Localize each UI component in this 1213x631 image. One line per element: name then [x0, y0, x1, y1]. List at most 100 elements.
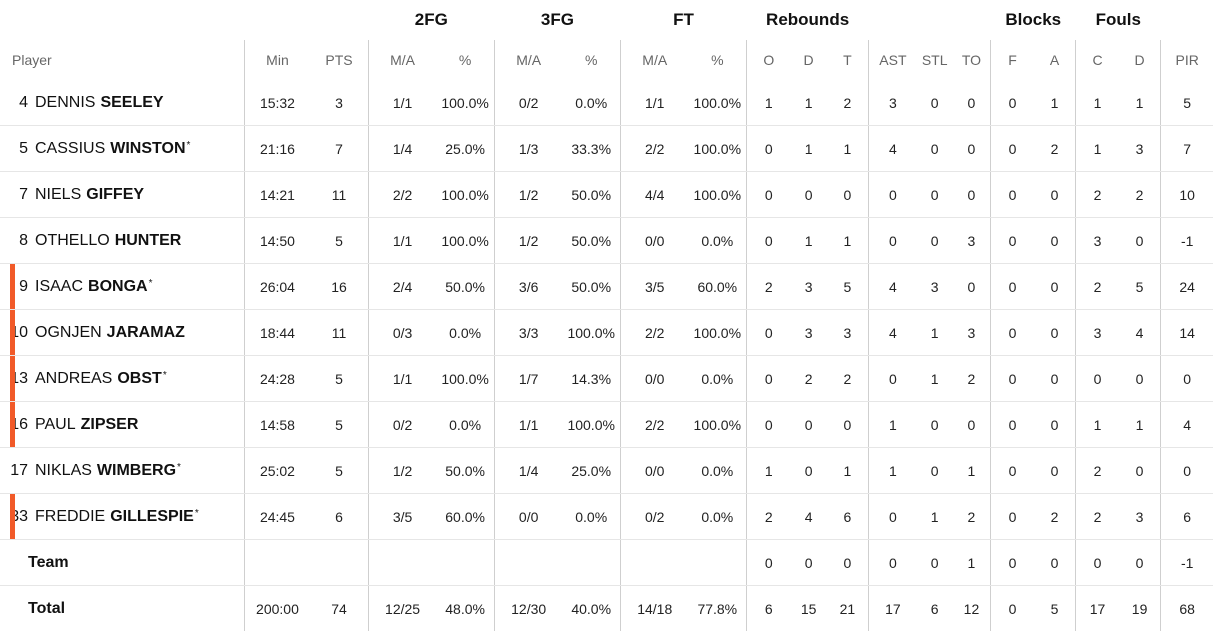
- player-8-stat-1: 14:58: [244, 402, 310, 448]
- team-stat-19: -1: [1161, 540, 1213, 586]
- player-10-stat-7: 0/2: [620, 494, 688, 540]
- player-3-stat-10: 0: [791, 172, 827, 218]
- player-9-stat-19: 0: [1161, 448, 1213, 494]
- player-1-stat-8: 100.0%: [689, 80, 747, 126]
- player-1-stat-3: 1/1: [368, 80, 436, 126]
- player-8-stat-4: 0.0%: [436, 402, 494, 448]
- total-stat-7: 14/18: [620, 586, 688, 631]
- starter-indicator-bar: [10, 310, 15, 355]
- player-10-stat-13: 1: [917, 494, 953, 540]
- player-3-stat-2: 11: [310, 172, 368, 218]
- player-8-stat-3: 0/2: [368, 402, 436, 448]
- player-5-stat-14: 0: [953, 264, 991, 310]
- total-stat-2: 74: [310, 586, 368, 631]
- player-7-stat-7: 0/0: [620, 356, 688, 402]
- player-8-stat-14: 0: [953, 402, 991, 448]
- column-header-3: M/A: [368, 40, 436, 80]
- player-10-stat-14: 2: [953, 494, 991, 540]
- player-4-stat-1: 14:50: [244, 218, 310, 264]
- player-7-stat-3: 1/1: [368, 356, 436, 402]
- player-2-stat-11: 1: [827, 126, 869, 172]
- total-stat-16: 5: [1034, 586, 1076, 631]
- starter-indicator-bar: [10, 494, 15, 539]
- player-3-stat-8: 100.0%: [689, 172, 747, 218]
- column-header-15: F: [991, 40, 1034, 80]
- player-7-stat-5: 1/7: [494, 356, 562, 402]
- player-8-stat-13: 0: [917, 402, 953, 448]
- player-8-stat-17: 1: [1076, 402, 1119, 448]
- column-header-9: O: [747, 40, 791, 80]
- player-1-stat-17: 1: [1076, 80, 1119, 126]
- player-7-stat-15: 0: [991, 356, 1034, 402]
- player-3-stat-17: 2: [1076, 172, 1119, 218]
- player-5-stat-3: 2/4: [368, 264, 436, 310]
- group-2fg: 2FG: [368, 0, 494, 40]
- player-8-stat-15: 0: [991, 402, 1034, 448]
- player-1-stat-7: 1/1: [620, 80, 688, 126]
- player-2-stat-3: 1/4: [368, 126, 436, 172]
- player-3-stat-3: 2/2: [368, 172, 436, 218]
- player-10-stat-19: 6: [1161, 494, 1213, 540]
- player-2-stat-8: 100.0%: [689, 126, 747, 172]
- player-4-stat-10: 1: [791, 218, 827, 264]
- player-8-stat-16: 0: [1034, 402, 1076, 448]
- column-header-10: D: [791, 40, 827, 80]
- player-9-stat-1: 25:02: [244, 448, 310, 494]
- player-4-stat-18: 0: [1119, 218, 1161, 264]
- player-5-stat-15: 0: [991, 264, 1034, 310]
- column-header-12: AST: [869, 40, 917, 80]
- player-10-stat-3: 3/5: [368, 494, 436, 540]
- total-stat-5: 12/30: [494, 586, 562, 631]
- player-4-stat-12: 0: [869, 218, 917, 264]
- player-7-stat-4: 100.0%: [436, 356, 494, 402]
- starter-indicator-bar: [10, 126, 15, 171]
- player-8-stat-5: 1/1: [494, 402, 562, 448]
- player-4-stat-16: 0: [1034, 218, 1076, 264]
- player-2-stat-17: 1: [1076, 126, 1119, 172]
- player-2-stat-7: 2/2: [620, 126, 688, 172]
- team-stat-8: [689, 540, 747, 586]
- player-1-stat-9: 1: [747, 80, 791, 126]
- player-4-stat-17: 3: [1076, 218, 1119, 264]
- player-9-stat-18: 0: [1119, 448, 1161, 494]
- player-3-stat-1: 14:21: [244, 172, 310, 218]
- team-stat-18: 0: [1119, 540, 1161, 586]
- player-9-stat-9: 1: [747, 448, 791, 494]
- player-6-stat-5: 3/3: [494, 310, 562, 356]
- column-header-4: %: [436, 40, 494, 80]
- player-4-stat-2: 5: [310, 218, 368, 264]
- player-5-stat-7: 3/5: [620, 264, 688, 310]
- player-5-stat-19: 24: [1161, 264, 1213, 310]
- player-9-stat-17: 2: [1076, 448, 1119, 494]
- player-8-stat-18: 1: [1119, 402, 1161, 448]
- player-7-stat-8: 0.0%: [689, 356, 747, 402]
- player-7-stat-2: 5: [310, 356, 368, 402]
- player-1-stat-1: 15:32: [244, 80, 310, 126]
- player-8-stat-9: 0: [747, 402, 791, 448]
- player-last-name: WIMBERG: [97, 462, 176, 479]
- group-header-row: 2FG 3FG FT Rebounds Blocks Fouls: [0, 0, 1213, 40]
- player-7-stat-19: 0: [1161, 356, 1213, 402]
- starter-indicator-bar: [10, 264, 15, 309]
